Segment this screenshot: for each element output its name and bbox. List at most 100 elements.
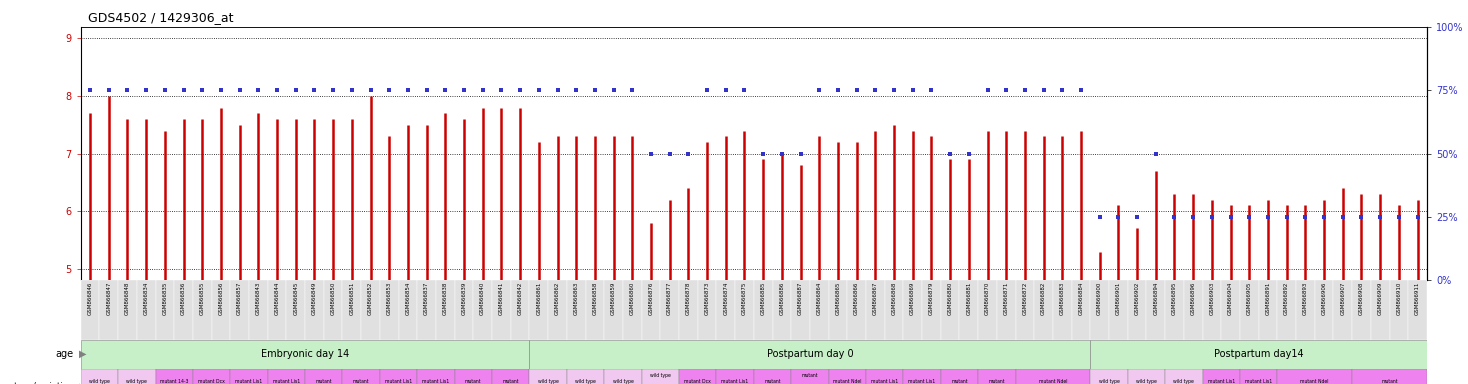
Bar (100, 280, 117, 340)
Bar (735, 280, 753, 340)
Bar (530, 340, 1091, 369)
Text: GSM866911: GSM866911 (1415, 282, 1420, 316)
Text: GSM866908: GSM866908 (1359, 282, 1364, 316)
Text: mutant Lis1: mutant Lis1 (235, 379, 263, 384)
Bar (1315, 280, 1333, 340)
Bar (250, 280, 267, 340)
Text: GSM866877: GSM866877 (666, 282, 672, 316)
Bar (1127, 280, 1147, 340)
Bar (1202, 369, 1240, 384)
Text: GSM866904: GSM866904 (1229, 282, 1233, 316)
Bar (828, 369, 866, 384)
Bar (661, 280, 680, 340)
Bar (1240, 280, 1258, 340)
Text: GSM866848: GSM866848 (125, 282, 131, 316)
Bar (117, 280, 137, 340)
Text: genotype/variation: genotype/variation (0, 382, 73, 384)
Text: Postpartum day14: Postpartum day14 (1214, 349, 1304, 359)
Bar (117, 369, 156, 384)
Bar (791, 280, 810, 340)
Bar (567, 280, 586, 340)
Bar (755, 280, 772, 340)
Bar (380, 369, 417, 384)
Text: GSM866885: GSM866885 (760, 282, 766, 316)
Text: GSM866850: GSM866850 (330, 282, 336, 316)
Bar (211, 280, 230, 340)
Bar (716, 369, 755, 384)
Text: GSM866837: GSM866837 (424, 282, 429, 316)
Text: GSM866900: GSM866900 (1097, 282, 1102, 316)
Bar (941, 369, 978, 384)
Text: GSM866836: GSM866836 (181, 282, 186, 316)
Text: wild type: wild type (612, 379, 633, 384)
Text: GSM866866: GSM866866 (854, 282, 859, 316)
Text: GSM866858: GSM866858 (593, 282, 597, 316)
Text: mutant Lis1: mutant Lis1 (273, 379, 299, 384)
Bar (866, 369, 903, 384)
Bar (1147, 280, 1166, 340)
Bar (1202, 280, 1221, 340)
Text: mutant Lis1: mutant Lis1 (871, 379, 898, 384)
Text: mutant: mutant (1381, 379, 1398, 384)
Text: GSM866894: GSM866894 (1154, 282, 1158, 316)
Bar (1333, 280, 1352, 340)
Bar (1240, 369, 1277, 384)
Bar (1371, 280, 1390, 340)
Bar (1352, 369, 1427, 384)
Text: GSM866884: GSM866884 (1079, 282, 1083, 316)
Bar (866, 280, 885, 340)
Text: mutant: mutant (802, 373, 818, 378)
Text: GSM866882: GSM866882 (1041, 282, 1047, 316)
Bar (342, 280, 361, 340)
Bar (230, 369, 267, 384)
Bar (1166, 280, 1183, 340)
Text: GSM866860: GSM866860 (630, 282, 634, 316)
Bar (567, 369, 605, 384)
Text: mutant 14-3: mutant 14-3 (160, 379, 188, 384)
Bar (1277, 280, 1296, 340)
Bar (885, 280, 903, 340)
Bar (267, 369, 305, 384)
Bar (642, 369, 680, 384)
Text: wild type: wild type (575, 379, 596, 384)
Bar (1108, 280, 1127, 340)
Text: GSM866849: GSM866849 (311, 282, 317, 316)
Bar (1296, 280, 1315, 340)
Bar (772, 280, 791, 340)
Text: GSM866852: GSM866852 (368, 282, 373, 316)
Text: age: age (56, 349, 73, 359)
Text: GSM866907: GSM866907 (1340, 282, 1345, 316)
Bar (1258, 280, 1277, 340)
Text: GSM866901: GSM866901 (1116, 282, 1122, 316)
Text: GSM866903: GSM866903 (1210, 282, 1214, 316)
Bar (492, 369, 530, 384)
Bar (530, 280, 548, 340)
Text: mutant Lis1: mutant Lis1 (721, 379, 749, 384)
Bar (960, 280, 978, 340)
Bar (81, 280, 100, 340)
Bar (455, 369, 492, 384)
Text: GSM866841: GSM866841 (499, 282, 504, 316)
Text: GSM866905: GSM866905 (1246, 282, 1252, 316)
Text: mutant Lis1: mutant Lis1 (1245, 379, 1273, 384)
Bar (230, 280, 250, 340)
Bar (828, 280, 847, 340)
Bar (605, 280, 622, 340)
Text: GSM866892: GSM866892 (1284, 282, 1289, 316)
Text: GSM866875: GSM866875 (741, 282, 747, 316)
Bar (380, 280, 399, 340)
Bar (847, 280, 866, 340)
Text: GSM866872: GSM866872 (1022, 282, 1028, 316)
Text: mutant Lis1: mutant Lis1 (909, 379, 935, 384)
Text: GSM866851: GSM866851 (349, 282, 354, 316)
Text: GSM866881: GSM866881 (966, 282, 972, 316)
Text: mutant Ndel: mutant Ndel (1039, 379, 1067, 384)
Bar (548, 280, 567, 340)
Text: GSM866864: GSM866864 (816, 282, 822, 316)
Bar (1091, 280, 1108, 340)
Text: GSM866909: GSM866909 (1377, 282, 1383, 316)
Bar (1166, 369, 1202, 384)
Text: GSM866855: GSM866855 (200, 282, 204, 316)
Text: mutant Dcx: mutant Dcx (198, 379, 225, 384)
Text: GSM866843: GSM866843 (255, 282, 261, 316)
